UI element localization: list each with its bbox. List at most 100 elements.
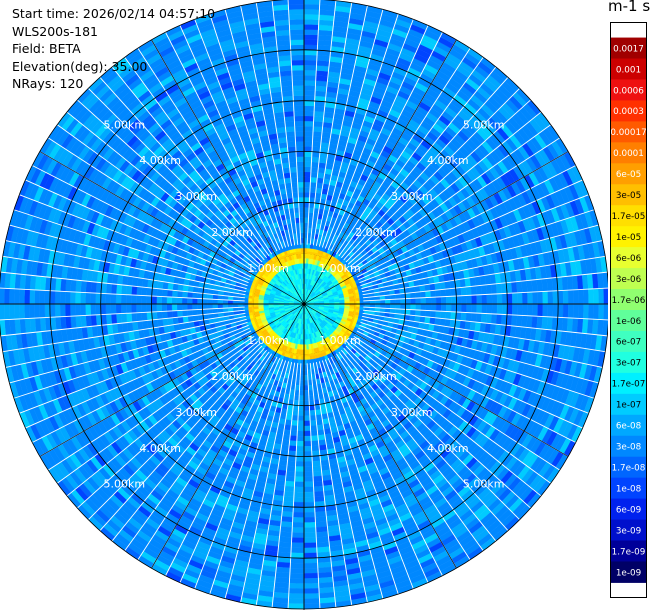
ppi-bin [310,166,319,173]
ppi-bin [303,435,312,442]
ppi-bin [312,470,323,477]
ppi-bin [292,410,299,416]
ppi-bin [303,496,315,503]
ppi-bin [425,310,432,318]
ppi-bin [542,291,549,305]
ppi-bin [298,405,305,411]
ppi-bin [583,288,589,305]
scan-info: Start time: 2026/02/14 04:57:10 WLS200s-… [12,5,215,93]
ppi-bin [298,400,305,406]
ppi-bin [303,583,320,589]
ppi-bin [303,547,318,554]
ppi-bin [303,75,317,81]
ppi-bin [303,141,313,147]
ppi-bin [303,54,318,61]
ppi-bin [415,297,422,305]
ppi-bin [415,309,421,317]
ppi-bin [537,291,544,305]
ppi-bin [490,283,498,295]
ppi-bin [295,466,305,472]
ppi-bin [303,181,311,188]
ppi-bin [310,176,318,183]
ppi-bin [501,303,508,315]
ppi-bin [299,385,305,391]
ppi-bin [303,176,311,183]
ppi-bin [303,49,318,56]
ppi-bin [303,557,318,564]
ppi-bin [593,303,599,320]
ppi-bin [313,110,325,118]
ppi-bin [385,303,391,309]
ppi-bin [303,207,310,213]
ppi-bin [511,292,518,305]
ppi-bin [420,309,426,317]
ppi-bin [303,522,316,528]
ppi-bin [312,475,323,482]
ppi-bin [313,480,324,487]
ppi-bin [506,303,513,316]
ppi-bin [293,496,305,503]
ppi-bin [303,202,310,208]
ppi-bin [315,80,328,87]
ppi-bin [303,395,310,401]
ppi-bin [303,420,311,427]
ppi-bin [588,303,594,320]
ppi-bin [486,303,493,314]
ppi-bin [305,344,309,350]
ppi-bin [296,435,305,442]
ppi-bin [314,511,327,518]
ppi-bin [445,311,452,320]
ppi-bin [303,14,320,20]
ppi-bin [303,39,318,46]
ppi-bin [430,303,437,312]
ppi-bin [315,521,328,528]
ppi-bin [291,527,305,533]
ppi-bin [297,410,305,416]
ppi-bin [303,110,315,117]
ppi-bin [295,456,305,462]
ppi-bin [303,410,311,416]
ppi-bin [294,471,305,477]
ppi-bin [299,390,305,396]
ppi-bin [303,161,312,168]
ppi-bin [303,90,316,97]
ppi-bin [303,593,320,599]
ppi-bin [280,516,293,523]
ppi-bin [303,64,317,71]
ppi-bin [481,303,488,314]
ppi-bin [290,430,298,437]
ppi-bin [451,303,457,313]
ppi-bin [410,309,416,316]
ppi-bin [312,126,323,133]
ppi-bin [425,303,432,311]
ppi-bin [287,603,305,610]
ppi-bin [470,312,477,323]
ppi-bin [517,303,523,316]
ppi-bin [562,303,569,318]
ppi-bin [291,415,299,421]
ppi-bin [303,0,321,5]
ppi-bin [309,410,316,416]
ppi-bin [522,292,528,305]
ppi-bin [313,495,325,503]
ppi-bin [303,405,310,411]
ppi-bin [312,136,322,143]
ppi-bin [288,583,305,589]
ppi-bin [303,532,317,538]
ppi-bin [314,90,327,97]
ppi-bin [445,303,452,312]
ppi-bins [0,0,608,610]
ppi-bin [303,19,320,25]
ppi-bin [598,303,605,320]
ppi-bin [288,598,305,605]
ppi-bin [297,415,305,422]
ppi-bin [309,182,317,188]
ppi-bin [344,299,350,303]
ppi-bin [303,115,314,122]
ppi-bin [303,491,315,498]
ppi-bin [456,303,462,313]
ppi-bin [310,430,318,437]
ppi-bin [303,466,313,472]
ppi-bin [577,289,584,305]
ppi-bin [303,156,312,163]
